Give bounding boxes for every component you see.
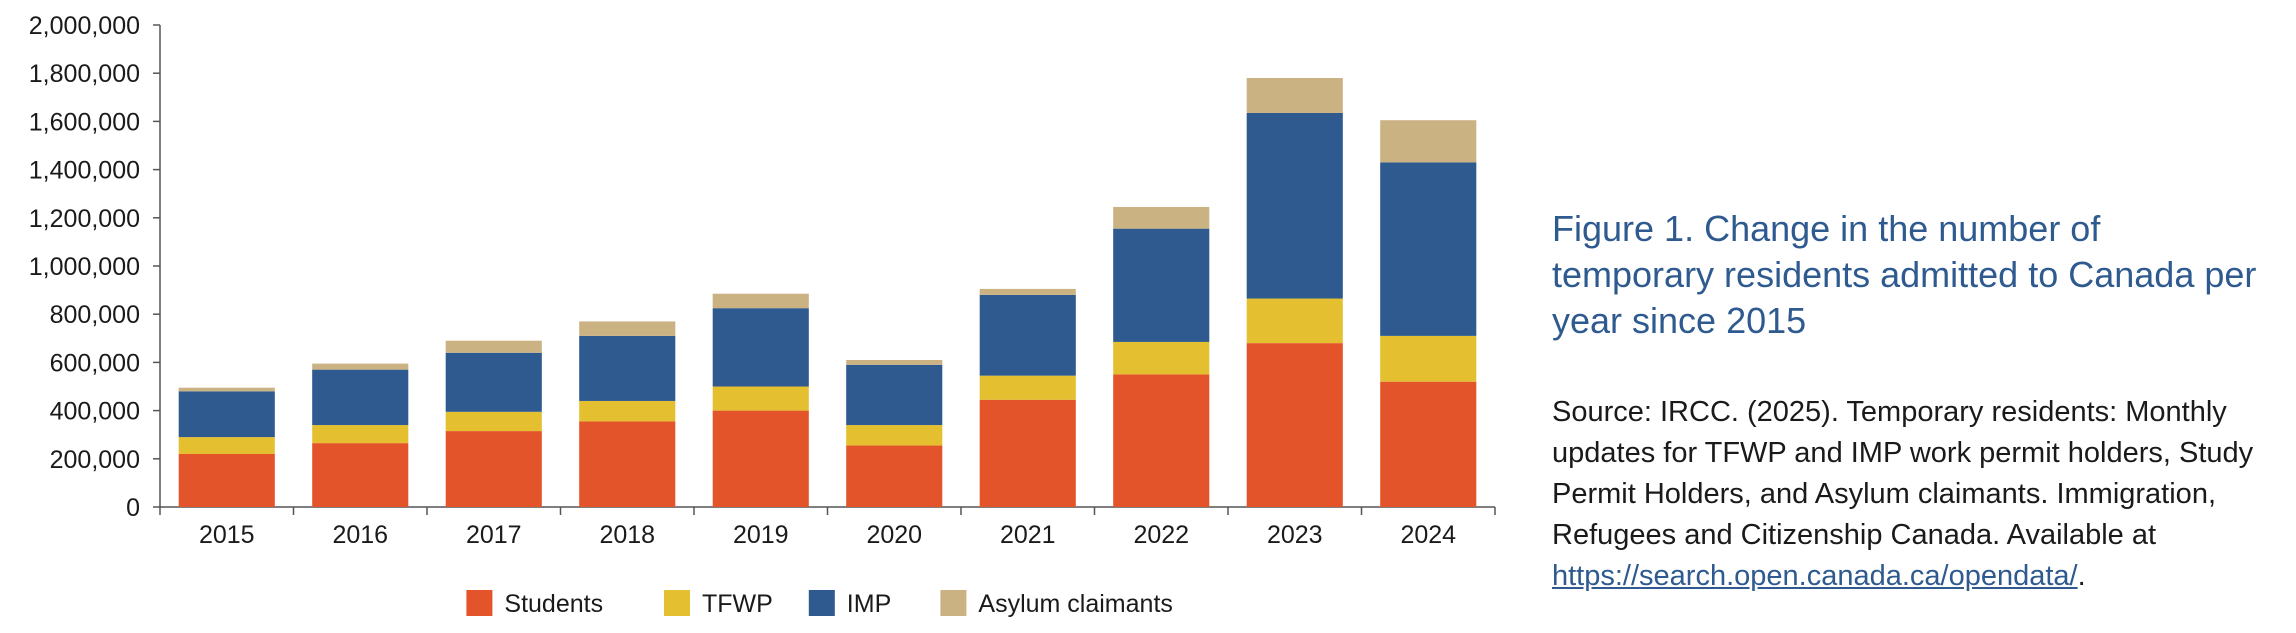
bar-students-2017 [445,431,542,507]
y-tick-label: 1,400,000 [29,157,140,185]
y-tick-label: 0 [126,494,140,522]
bar-stacks [178,78,1477,507]
x-tick-label: 2015 [199,521,255,549]
bar-asylum-claimants-2015 [178,387,275,392]
y-tick-label: 400,000 [50,398,140,426]
bar-asylum-claimants-2020 [846,359,943,365]
bar-imp-2016 [312,369,409,426]
bar-asylum-claimants-2017 [445,340,542,353]
x-tick-label: 2016 [332,521,388,549]
bar-students-2019 [712,410,809,507]
figure-title: Figure 1. Change in the number of tempor… [1552,208,2257,341]
legend-label: Asylum claimants [978,590,1173,618]
y-tick-label: 1,200,000 [29,205,140,233]
bar-tfwp-2015 [178,437,275,454]
y-tick-label: 2,000,000 [29,12,140,40]
x-axis: 2015 2016 2017 2018 2019 2020 2021 2022 2023 2024 [159,506,1496,549]
bar-students-2024 [1380,381,1477,507]
x-tick-label: 2023 [1267,521,1323,549]
bar-imp-2024 [1380,162,1477,336]
source-text: Source: IRCC. (2025). Temporary resident… [1552,396,2254,551]
bar-imp-2020 [846,364,943,426]
y-tick-label: 200,000 [50,446,140,474]
legend-swatch-asylum-claimants [940,590,967,616]
y-tick-label: 800,000 [50,301,140,329]
x-tick-label: 2020 [866,521,922,549]
bar-imp-2019 [712,308,809,387]
y-tick-label: 1,000,000 [29,253,140,281]
source-end: . [2077,560,2086,592]
x-tick-label: 2021 [1000,521,1056,549]
bar-imp-2017 [445,352,542,412]
legend-label: Students [504,590,603,618]
legend-label: IMP [847,590,891,618]
bar-students-2018 [579,421,676,507]
bar-asylum-claimants-2021 [979,288,1076,295]
legend-swatch-tfwp [664,590,690,616]
bar-imp-2015 [178,391,275,438]
figure-caption: Figure 1. Change in the number of tempor… [1552,206,2272,597]
bar-imp-2021 [979,294,1076,376]
bar-imp-2018 [579,335,676,401]
bar-tfwp-2017 [445,411,542,432]
bar-students-2022 [1113,374,1210,507]
bar-students-2016 [312,443,409,507]
x-tick-label: 2024 [1400,521,1456,549]
legend-swatch-imp [808,590,835,616]
y-tick-label: 1,600,000 [29,108,140,136]
bar-tfwp-2019 [712,386,809,411]
bar-tfwp-2023 [1246,298,1343,344]
bar-asylum-claimants-2024 [1380,120,1477,163]
legend-label: TFWP [702,590,773,618]
y-tick-label: 1,800,000 [29,60,140,88]
bar-tfwp-2024 [1380,335,1477,382]
bar-students-2023 [1246,343,1343,507]
bar-asylum-claimants-2022 [1113,206,1210,229]
stacked-bar-chart: 0 200,000 400,000 600,000 800,000 1,000,000 1,… [29,12,1496,618]
source-note: Source: IRCC. (2025). Temporary resident… [1552,392,2272,597]
legend: Students TFWP IMP Asylum claimants [466,590,1173,618]
bar-tfwp-2016 [312,425,409,444]
source-link[interactable]: https://search.open.canada.ca/opendata/ [1552,560,2078,592]
bar-imp-2023 [1246,112,1343,299]
y-tick-label: 600,000 [50,349,140,377]
bar-tfwp-2018 [579,400,676,422]
y-axis: 0 200,000 400,000 600,000 800,000 1,000,000 1,… [29,12,161,522]
bar-tfwp-2022 [1113,341,1210,375]
x-tick-label: 2018 [599,521,655,549]
x-tick-label: 2019 [733,521,789,549]
x-tick-label: 2017 [466,521,522,549]
bar-tfwp-2020 [846,425,943,446]
bar-asylum-claimants-2019 [712,293,809,309]
bar-asylum-claimants-2016 [312,363,409,370]
legend-swatch-students [466,590,493,616]
bar-asylum-claimants-2023 [1246,78,1343,113]
bar-tfwp-2021 [979,375,1076,400]
bar-students-2020 [846,445,943,507]
bar-imp-2022 [1113,228,1210,342]
x-tick-label: 2022 [1133,521,1189,549]
bar-students-2015 [178,453,275,507]
bar-students-2021 [979,399,1076,507]
bar-asylum-claimants-2018 [579,321,676,336]
